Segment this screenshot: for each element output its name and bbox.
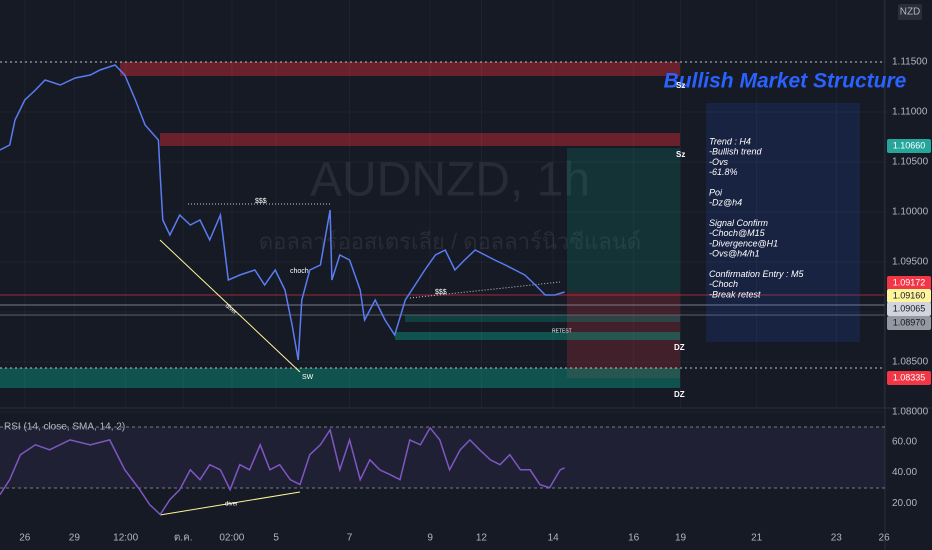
price-tag — [887, 276, 931, 290]
x-tick-label: 02:00 — [219, 533, 244, 544]
title: Bullish Market Structure — [664, 70, 907, 93]
note-line: -61.8% — [709, 167, 738, 177]
x-tick-label: 23 — [831, 533, 843, 544]
note-line: -Bullish trend — [709, 147, 763, 157]
annotation: $$$ — [435, 289, 447, 296]
price-tag-label: 1.09065 — [893, 303, 926, 313]
y-tick-label: 1.11000 — [892, 107, 928, 118]
annotation: RETEST — [552, 328, 572, 334]
annotation: SW — [302, 374, 314, 381]
note-line: -Dz@h4 — [709, 198, 742, 208]
price-tag — [887, 289, 931, 303]
note-line: Trend : H4 — [709, 136, 751, 146]
supply-zone — [120, 62, 680, 76]
note-line: Confirmation Entry : M5 — [709, 269, 805, 279]
notes-box — [706, 103, 860, 342]
price-tag — [887, 316, 931, 330]
note-line: Signal Confirm — [709, 218, 769, 228]
x-tick-label: ต.ค. — [174, 533, 193, 544]
annotation: DZ — [674, 343, 685, 352]
currency-badge[interactable] — [898, 4, 922, 20]
annotation: Sz — [676, 81, 685, 90]
demand-zone — [395, 332, 680, 340]
x-tick-label: 12:00 — [113, 533, 138, 544]
price-tag-label: 1.08335 — [893, 372, 926, 382]
divergence-line — [159, 491, 301, 516]
rsi-title: RSI (14, close, SMA, 14, 2) — [4, 422, 125, 433]
y-tick-label: 1.10000 — [892, 207, 929, 218]
x-tick-label: 9 — [427, 533, 433, 544]
watermark: AUDNZD, 1h — [310, 154, 590, 207]
price-tag-label: 1.09172 — [893, 277, 926, 287]
note-line: -Choch — [709, 279, 738, 289]
liquidity-line — [409, 281, 561, 299]
x-tick-label: 19 — [675, 533, 687, 544]
note-line: -Ovs — [709, 157, 728, 167]
y-tick-label: 1.08500 — [892, 357, 929, 368]
x-tick-label: 7 — [347, 533, 353, 544]
note-line: -Ovs@h4/h1 — [709, 249, 760, 259]
supply-zone — [160, 133, 680, 146]
price-tag — [887, 371, 931, 385]
price-tag-label: 1.09160 — [893, 290, 926, 300]
x-tick-label: 14 — [548, 533, 560, 544]
y-tick-label: 40.00 — [892, 467, 917, 478]
x-tick-label: 21 — [751, 533, 763, 544]
y-tick-label: 1.11500 — [892, 57, 928, 68]
note-line: -Divergence@H1 — [709, 238, 778, 248]
y-tick-label: 20.00 — [892, 498, 917, 509]
y-tick-label: 1.08000 — [892, 407, 929, 418]
demand-zone — [0, 368, 680, 388]
divergence-line — [159, 239, 301, 373]
x-tick-label: 5 — [273, 533, 279, 544]
currency[interactable]: NZD — [900, 7, 921, 18]
price-tag — [887, 302, 931, 316]
annotation: Sz — [676, 150, 685, 159]
price-tag-label: 1.10660 — [893, 140, 926, 150]
annotation: $$$ — [255, 198, 267, 205]
note-line: -Choch@M15 — [709, 228, 766, 238]
x-tick-label: 29 — [69, 533, 81, 544]
stop-box — [567, 292, 680, 378]
target-box — [567, 148, 680, 292]
annotation: diver — [225, 502, 238, 508]
price-tag-label: 1.08970 — [893, 317, 926, 327]
demand-zone — [405, 315, 680, 322]
rsi-band — [0, 427, 885, 488]
y-tick-label: 60.00 — [892, 437, 917, 448]
y-tick-label: 1.09500 — [892, 257, 929, 268]
note-line: -Break retest — [709, 289, 761, 299]
x-tick-label: 16 — [628, 533, 640, 544]
x-tick-label: 26 — [19, 533, 31, 544]
rsi-line — [0, 426, 565, 516]
price-line — [0, 64, 565, 361]
price-tag — [887, 139, 931, 153]
x-tick-label: 12 — [476, 533, 488, 544]
y-tick-label: 1.10500 — [892, 157, 929, 168]
note-line: Poi — [709, 187, 723, 197]
annotation: choch — [290, 268, 309, 275]
x-tick-label: 26 — [879, 533, 891, 544]
annotation: DZ — [674, 390, 685, 399]
